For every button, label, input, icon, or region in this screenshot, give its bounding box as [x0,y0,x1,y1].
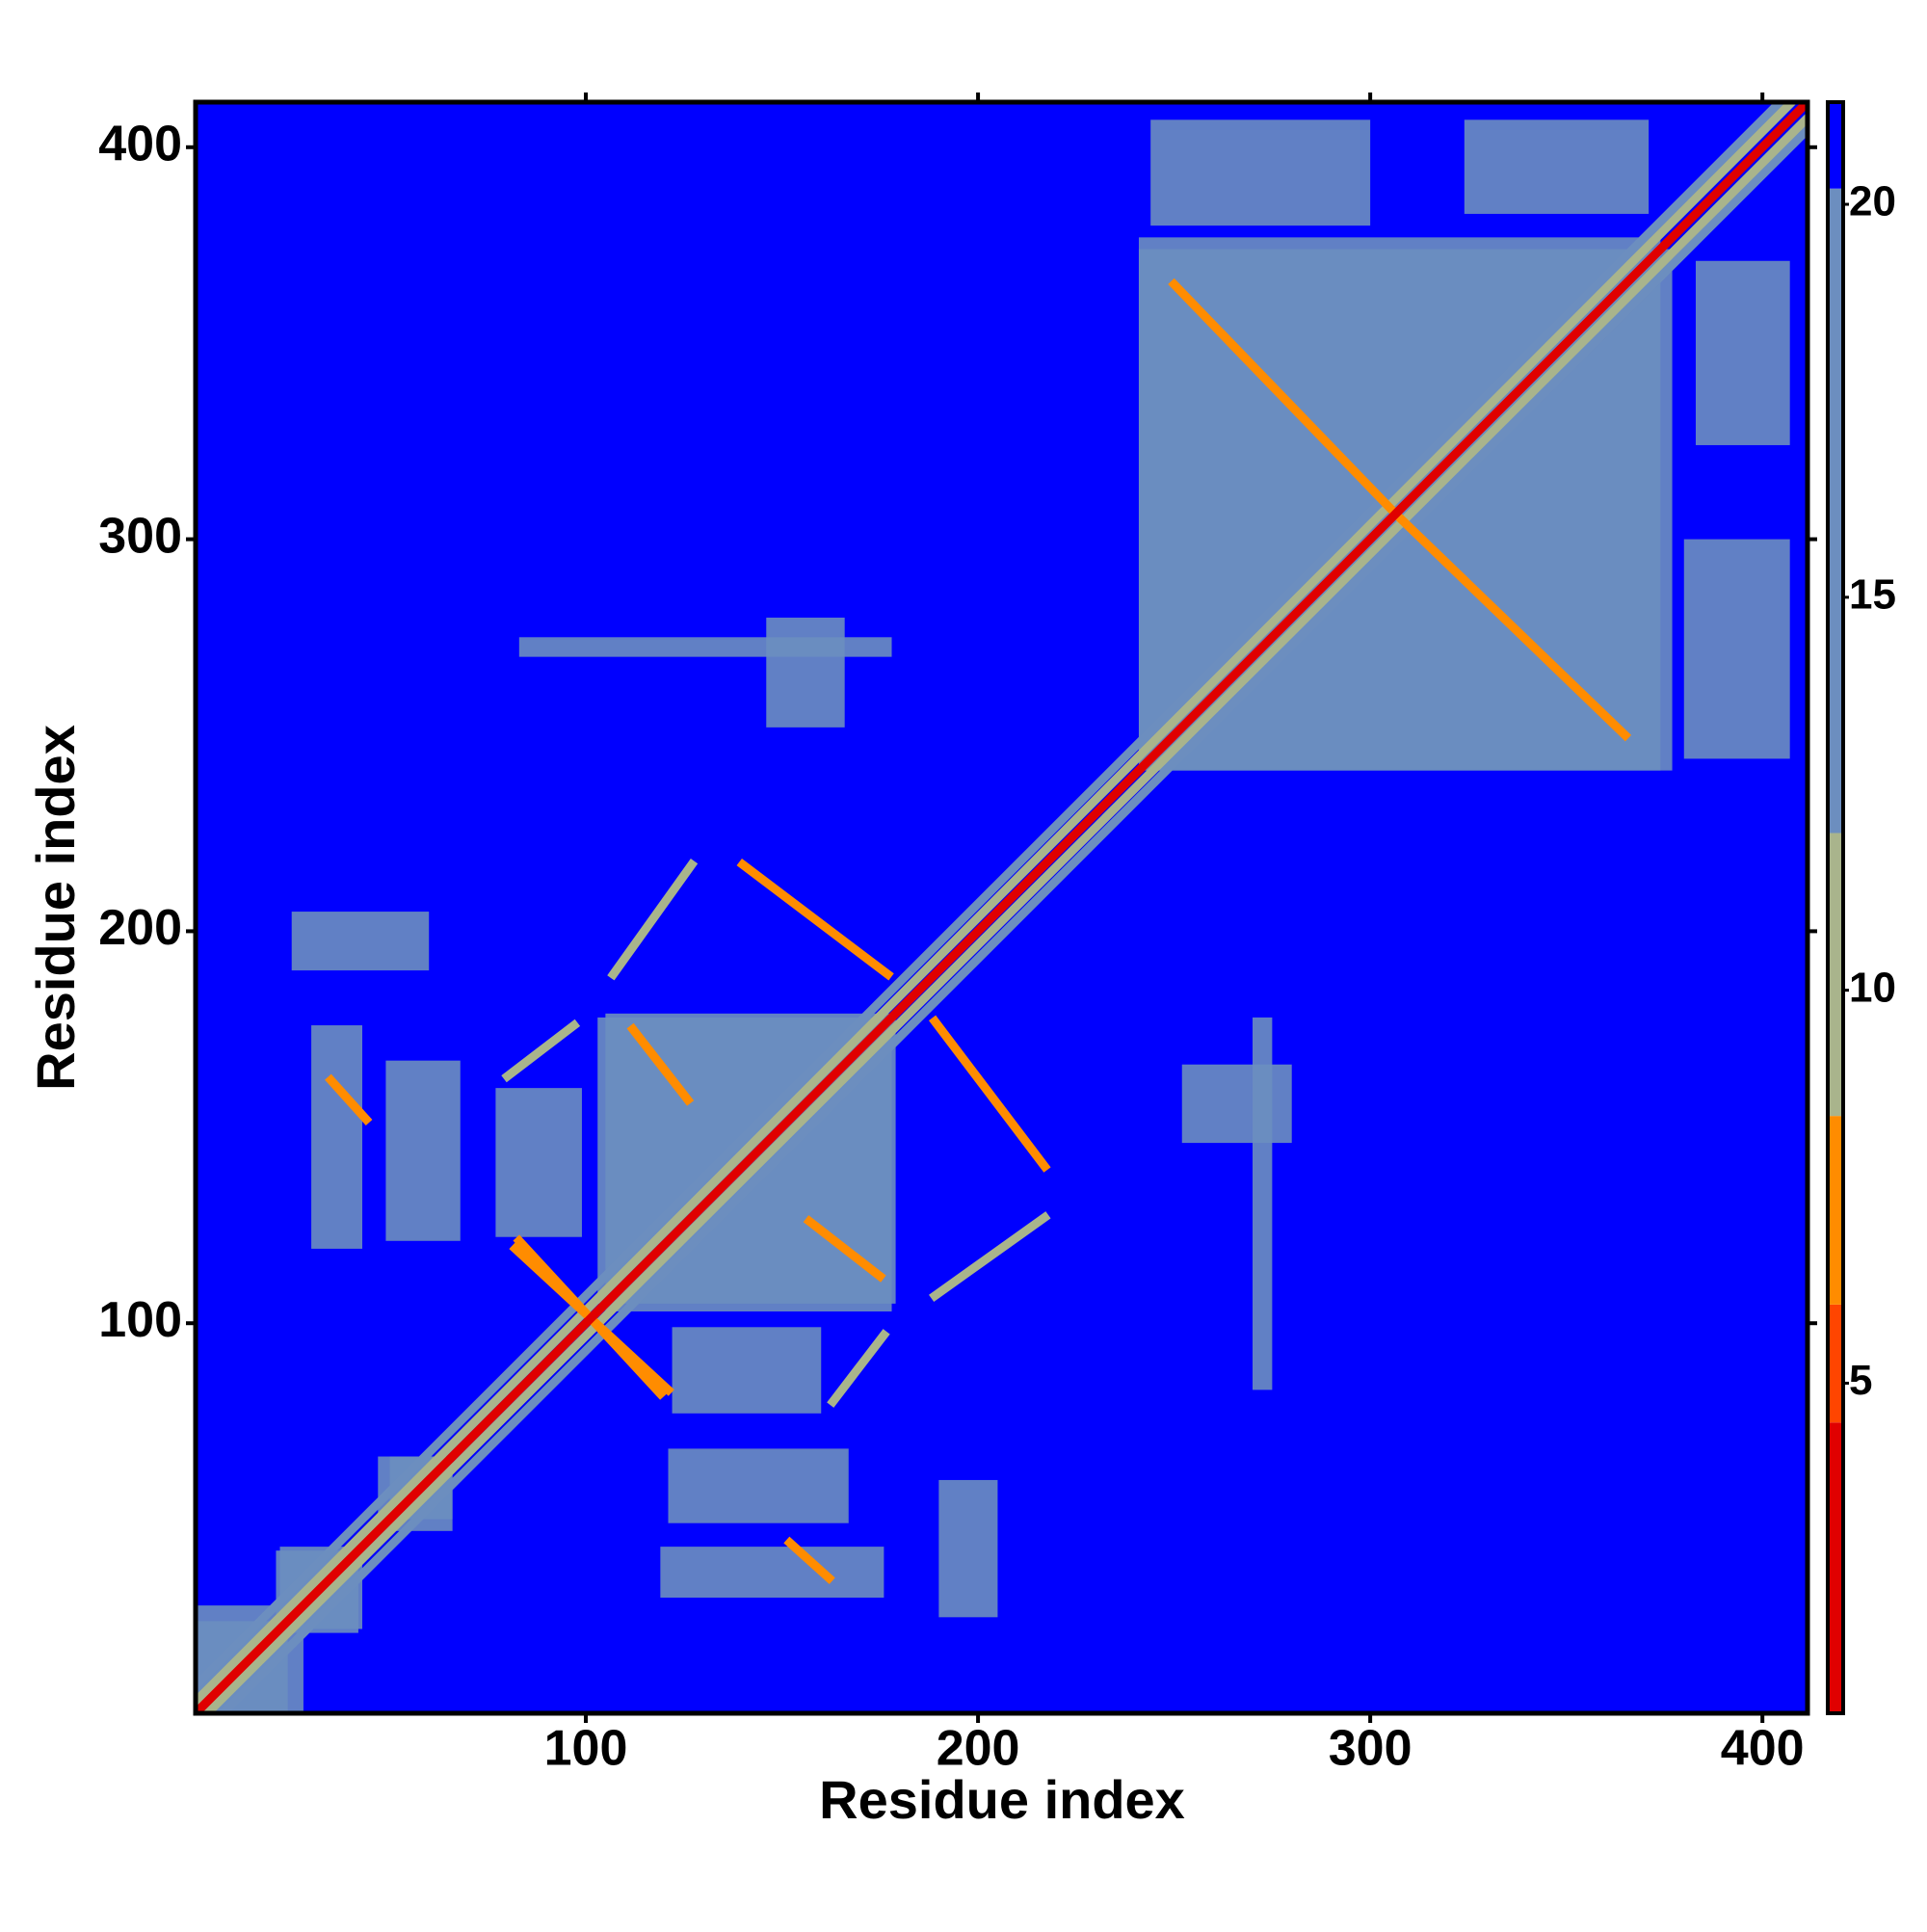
heatmap-region [668,1448,849,1523]
heatmap-region [291,912,430,971]
contact-band [325,1073,373,1126]
x-tick-label: 400 [1721,1721,1805,1777]
heatmap-region [385,1060,461,1241]
contact-band [1168,278,1396,515]
heatmap-region [1695,260,1790,445]
contact-band [736,858,894,981]
x-tick-label: 300 [1329,1721,1412,1777]
contact-band [196,102,1797,1707]
plot-area [196,102,1808,1713]
colorbar-segment [1828,1116,1843,1305]
contact-band [607,858,699,981]
heatmap-region [1181,1064,1292,1144]
colorbar-tick-label: 15 [1849,570,1896,618]
contact-band [626,1022,695,1106]
contact-band [501,1019,581,1083]
contact-band [928,1015,1051,1173]
heatmap-region [1683,539,1790,759]
colorbar-frame [1826,100,1845,1715]
colorbar-tick-label: 10 [1849,964,1896,1011]
colorbar-segment [1828,1422,1843,1713]
contact-band [803,1215,886,1283]
axes: 100 200 300 400 100 200 300 400 5 10 15 20 [98,93,1896,1777]
y-tick-label: 200 [98,900,182,956]
x-tick-label: 100 [544,1721,628,1777]
y-tick-label: 100 [98,1292,182,1348]
x-tick-label: 200 [937,1721,1020,1777]
colorbar-segment [1828,188,1843,834]
plot-frame [193,99,1810,1716]
heatmap-region [311,1025,362,1249]
x-axis-title: Residue index [819,1769,1185,1830]
heatmap-region [938,1479,998,1618]
contact-band [783,1536,835,1585]
contact-band [219,125,1808,1713]
heatmap-region [672,1327,822,1414]
heatmap-region [660,1547,884,1598]
contact-band [1395,513,1632,742]
colorbar-tick-label: 5 [1849,1357,1872,1404]
y-tick-label: 400 [98,117,182,172]
y-tick-label: 300 [98,508,182,564]
contact-band [202,113,1808,1713]
contact-band [196,102,1808,1713]
heatmap-region [1253,1017,1273,1390]
heatmap-region [518,637,892,657]
y-axis-title: Residue index [25,725,86,1091]
contact-band [196,102,1784,1690]
colorbar-segment [1828,1304,1843,1423]
heatmap-region [1150,119,1371,226]
heatmap-region [766,617,845,728]
contact-band [827,1329,890,1408]
colorbar-segment [1828,833,1843,1117]
colorbar-segment [1828,102,1843,189]
contact-band [929,1211,1051,1303]
heatmap-region [1464,119,1650,214]
heatmap-region [495,1088,582,1237]
colorbar-tick-label: 20 [1849,178,1896,225]
